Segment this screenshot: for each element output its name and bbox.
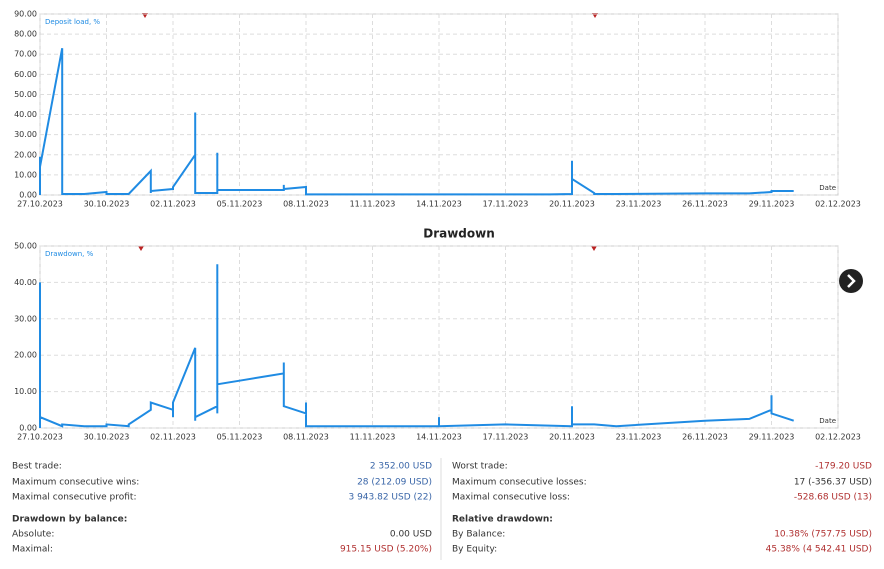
stat-value: 10.38% (757.75 USD) <box>774 530 872 540</box>
stat-label: Absolute: <box>12 530 54 540</box>
x-tick-label: 26.11.2023 <box>682 200 728 209</box>
stat-value: 45.38% (4 542.41 USD) <box>766 545 872 555</box>
x-tick-label: 17.11.2023 <box>483 433 529 442</box>
stat-label: By Equity: <box>452 545 497 555</box>
y-tick-label: 10.00 <box>14 387 37 396</box>
stat-value: -179.20 USD <box>815 462 872 472</box>
y-tick-label: 80.00 <box>14 30 37 39</box>
x-tick-label: 30.10.2023 <box>84 200 130 209</box>
stat-value: -528.68 USD (13) <box>794 493 872 503</box>
x-tick-label: 30.10.2023 <box>84 433 130 442</box>
y-tick-label: 30.00 <box>14 130 37 139</box>
stat-label: Maximal consecutive loss: <box>452 493 570 503</box>
x-tick-label: 11.11.2023 <box>350 200 396 209</box>
legend-label: Drawdown, % <box>45 250 94 258</box>
y-tick-label: 20.00 <box>14 351 37 360</box>
x-tick-label: 05.11.2023 <box>217 200 263 209</box>
stat-label: Best trade: <box>12 462 62 472</box>
x-tick-label: 20.11.2023 <box>549 200 595 209</box>
x-tick-label: 02.11.2023 <box>150 433 196 442</box>
y-tick-label: 70.00 <box>14 50 37 59</box>
x-tick-label: 27.10.2023 <box>17 433 63 442</box>
x-tick-label: 29.11.2023 <box>749 433 795 442</box>
stat-label: Maximal consecutive profit: <box>12 493 137 503</box>
x-tick-label: 14.11.2023 <box>416 200 462 209</box>
x-axis-label: Date <box>819 184 836 192</box>
stat-label: Maximum consecutive wins: <box>12 478 139 488</box>
y-tick-label: 40.00 <box>14 278 37 287</box>
x-tick-label: 17.11.2023 <box>483 200 529 209</box>
x-tick-label: 11.11.2023 <box>350 433 396 442</box>
y-tick-label: 50.00 <box>14 90 37 99</box>
x-axis-label: Date <box>819 417 836 425</box>
x-tick-label: 08.11.2023 <box>283 433 329 442</box>
x-tick-label: 29.11.2023 <box>749 200 795 209</box>
plot-area <box>39 13 839 196</box>
chart-title: Drawdown <box>423 227 495 241</box>
x-tick-label: 20.11.2023 <box>549 433 595 442</box>
x-tick-label: 02.12.2023 <box>815 200 861 209</box>
section-heading: Drawdown by balance: <box>12 515 127 525</box>
stat-label: Maximum consecutive losses: <box>452 478 587 488</box>
x-tick-label: 08.11.2023 <box>283 200 329 209</box>
line-series <box>39 264 795 428</box>
stat-value: 28 (212.09 USD) <box>357 478 432 488</box>
stat-value: 915.15 USD (5.20%) <box>340 545 432 555</box>
marker <box>591 246 597 251</box>
stat-value: 2 352.00 USD <box>370 462 432 472</box>
stat-label: Worst trade: <box>452 462 508 472</box>
section-heading: Relative drawdown: <box>452 515 553 525</box>
stat-value: 17 (-356.37 USD) <box>794 478 872 488</box>
y-tick-label: 60.00 <box>14 70 37 79</box>
y-tick-label: 50.00 <box>14 242 37 251</box>
y-tick-label: 20.00 <box>14 150 37 159</box>
y-tick-label: 90.00 <box>14 10 37 19</box>
x-tick-label: 14.11.2023 <box>416 433 462 442</box>
x-tick-label: 05.11.2023 <box>217 433 263 442</box>
y-tick-label: 0.00 <box>19 424 37 433</box>
x-tick-label: 26.11.2023 <box>682 433 728 442</box>
y-tick-label: 40.00 <box>14 110 37 119</box>
stat-label: Maximal: <box>12 545 53 555</box>
stat-value: 0.00 USD <box>390 530 432 540</box>
x-tick-label: 27.10.2023 <box>17 200 63 209</box>
y-tick-label: 0.00 <box>19 191 37 200</box>
marker <box>138 246 144 251</box>
y-tick-label: 30.00 <box>14 314 37 323</box>
x-tick-label: 02.12.2023 <box>815 433 861 442</box>
x-tick-label: 02.11.2023 <box>150 200 196 209</box>
x-tick-label: 23.11.2023 <box>616 433 662 442</box>
y-tick-label: 10.00 <box>14 170 37 179</box>
line-series <box>39 48 794 196</box>
legend-label: Deposit load, % <box>45 18 100 26</box>
x-tick-label: 23.11.2023 <box>616 200 662 209</box>
stat-label: By Balance: <box>452 530 505 540</box>
stat-value: 3 943.82 USD (22) <box>348 493 432 503</box>
next-button[interactable] <box>839 269 863 293</box>
